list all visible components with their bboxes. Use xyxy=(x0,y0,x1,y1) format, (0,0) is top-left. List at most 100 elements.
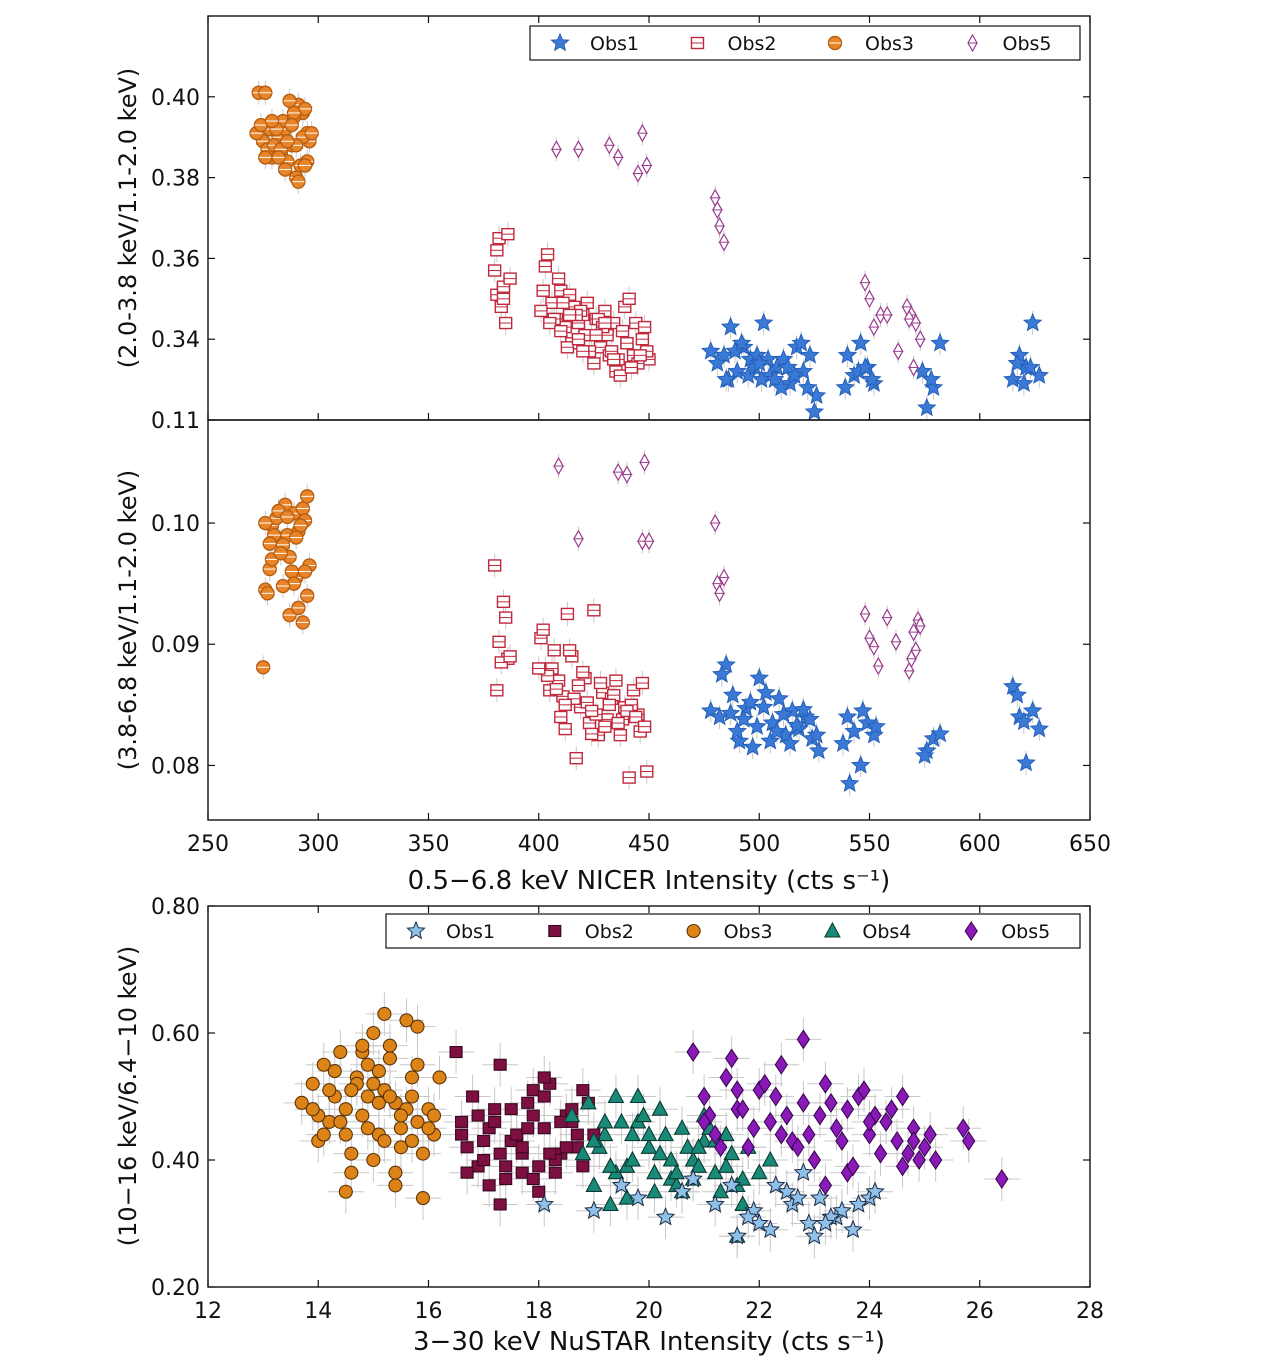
data-point-obs1 xyxy=(793,699,814,719)
data-point-obs1 xyxy=(833,733,853,752)
data-point-obs1 xyxy=(767,721,787,740)
y-tick-label: 0.08 xyxy=(151,754,200,779)
data-point-obs3 xyxy=(399,1013,414,1028)
data-point-obs5 xyxy=(857,1080,871,1101)
data-point-obs2 xyxy=(449,1046,463,1059)
data-point-obs3 xyxy=(382,1051,397,1066)
data-point-obs5 xyxy=(747,1118,761,1139)
data-point-obs3 xyxy=(327,1064,342,1079)
data-point-obs1 xyxy=(747,716,767,735)
data-point-obs1 xyxy=(1007,684,1028,704)
data-point-obs5 xyxy=(719,1067,733,1088)
data-point-obs3 xyxy=(366,1152,381,1168)
data-point-obs4 xyxy=(585,1131,603,1148)
data-point-obs1 xyxy=(707,353,728,372)
data-point-obs4 xyxy=(618,1188,636,1205)
x-tick-label: 300 xyxy=(297,832,339,857)
data-point-obs3 xyxy=(294,1095,309,1110)
data-point-obs5 xyxy=(928,1150,943,1170)
data-point-obs5 xyxy=(901,1143,915,1164)
data-point-obs2 xyxy=(537,1071,551,1084)
data-point-obs3 xyxy=(344,1165,359,1180)
data-point-obs3 xyxy=(344,1083,359,1098)
data-point-obs1 xyxy=(742,736,763,756)
data-point-obs1 xyxy=(861,369,882,388)
plot-frame xyxy=(207,419,1091,821)
data-point-obs1 xyxy=(786,715,807,734)
x-tick-label: 650 xyxy=(1069,832,1111,857)
x-tick-label: 22 xyxy=(745,1299,773,1324)
data-point-obs1 xyxy=(799,1213,819,1232)
data-point-obs2 xyxy=(548,1166,562,1179)
data-point-obs5 xyxy=(802,1124,816,1145)
y-tick-label: 0.34 xyxy=(151,328,200,353)
data-point-obs4 xyxy=(640,1138,658,1154)
data-point-obs1 xyxy=(1016,752,1036,772)
legend-label: Obs2 xyxy=(728,33,777,55)
data-point-obs1 xyxy=(764,369,785,388)
data-point-obs1 xyxy=(791,332,811,352)
data-point-obs1 xyxy=(850,332,871,352)
data-point-obs1 xyxy=(1029,718,1050,738)
data-point-obs2 xyxy=(499,1173,513,1186)
data-point-obs1 xyxy=(760,1219,781,1239)
data-point-obs5 xyxy=(890,1130,904,1151)
x-tick-label: 24 xyxy=(856,1299,884,1324)
data-point-obs5 xyxy=(725,1048,739,1069)
panel-bottom-markers xyxy=(294,1006,1009,1245)
data-point-obs5 xyxy=(835,1130,849,1151)
data-point-obs2 xyxy=(504,1103,518,1116)
data-point-obs2 xyxy=(543,1147,557,1160)
panel-bottom-x-axis-label: 3−30 keV NuSTAR Intensity (cts s⁻¹) xyxy=(413,1327,885,1357)
data-point-obs5 xyxy=(829,1118,844,1139)
data-point-obs4 xyxy=(651,1144,669,1161)
data-point-obs5 xyxy=(780,1105,794,1126)
data-point-obs5 xyxy=(846,1156,860,1177)
data-point-obs2 xyxy=(455,1128,469,1141)
data-point-obs5 xyxy=(736,1099,750,1120)
data-point-obs5 xyxy=(912,1150,926,1170)
data-point-obs3 xyxy=(316,1127,331,1142)
data-point-obs1 xyxy=(722,684,743,704)
data-point-obs3 xyxy=(382,1038,397,1053)
panel-bottom-legend: Obs1 Obs2 Obs3 Obs4 Obs5 xyxy=(385,913,1081,949)
data-point-obs5 xyxy=(769,1086,783,1107)
data-point-obs5 xyxy=(791,1137,805,1158)
data-point-obs5 xyxy=(895,1156,910,1177)
data-point-obs4 xyxy=(761,1150,779,1167)
panel-bottom-axes: 0.20 0.40 0.60 0.80 12 14 16 18 20 22 24 26 28 xyxy=(151,895,1104,1324)
data-point-obs2 xyxy=(466,1090,480,1103)
y-tick-label: 0.11 xyxy=(151,409,200,434)
data-point-obs3 xyxy=(316,1057,331,1072)
data-point-obs4 xyxy=(717,1125,735,1142)
x-tick-label: 500 xyxy=(738,832,780,857)
data-point-obs1 xyxy=(738,1206,759,1226)
data-point-obs5 xyxy=(796,1029,811,1050)
data-point-obs4 xyxy=(574,1144,592,1161)
data-point-obs4 xyxy=(624,1150,641,1167)
data-point-obs3 xyxy=(338,1127,353,1142)
data-point-obs1 xyxy=(611,1175,632,1194)
data-point-obs1 xyxy=(866,716,886,735)
data-point-obs5 xyxy=(796,1092,811,1113)
data-point-obs1 xyxy=(1022,312,1043,332)
data-point-obs2 xyxy=(526,1109,540,1122)
panel-top-legend: Obs1 Obs2 Obs3 Obs5 xyxy=(529,25,1081,61)
legend-item-obs5: Obs5 xyxy=(967,33,1052,55)
data-point-obs5 xyxy=(895,1086,910,1107)
data-point-obs4 xyxy=(563,1106,581,1123)
data-point-obs3 xyxy=(322,1083,337,1098)
legend-label: Obs5 xyxy=(1003,33,1052,55)
data-point-obs3 xyxy=(305,1076,320,1091)
data-point-obs3 xyxy=(355,1038,370,1053)
legend-marker-obs3 xyxy=(686,923,701,939)
data-point-obs1 xyxy=(837,706,858,726)
y-tick-label: 0.20 xyxy=(151,1276,200,1301)
data-point-obs3 xyxy=(338,1102,353,1117)
data-point-obs1 xyxy=(727,1225,748,1245)
panel-middle-y-axis-label: (3.8-6.8 keV/1.1-2.0 keV) xyxy=(114,470,142,771)
data-point-obs1 xyxy=(921,369,942,388)
legend-item-obs3: Obs3 xyxy=(827,33,914,55)
